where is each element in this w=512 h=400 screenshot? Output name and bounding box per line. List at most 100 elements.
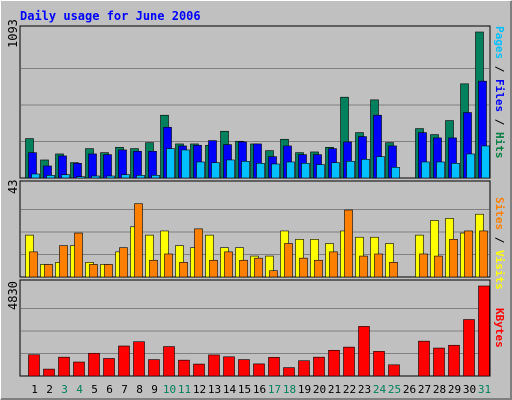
- pages-bar-day-4: [76, 176, 85, 179]
- kbytes-bar-day-25: [388, 364, 400, 377]
- day-label-25: 25: [388, 383, 401, 396]
- kbytes-bar-day-27: [418, 340, 430, 377]
- pages-bar-day-22: [346, 161, 355, 179]
- legend-separator: /: [493, 59, 506, 79]
- day-label-2: 2: [46, 383, 53, 396]
- day-label-12: 12: [193, 383, 206, 396]
- legend-separator: /: [493, 112, 506, 132]
- day-label-4: 4: [76, 383, 83, 396]
- kbytes-bar-day-5: [88, 352, 100, 377]
- sites-bar-day-11: [179, 262, 188, 278]
- sites-bar-day-19: [299, 257, 308, 278]
- day-label-20: 20: [313, 383, 326, 396]
- sites-bar-day-1: [29, 251, 38, 278]
- day-label-15: 15: [238, 383, 251, 396]
- bars-hits-files-pages: [25, 31, 490, 179]
- day-label-29: 29: [448, 383, 461, 396]
- files-bar-day-4: [73, 163, 82, 179]
- sites-bar-day-17: [269, 270, 278, 278]
- day-label-28: 28: [433, 383, 446, 396]
- kbytes-bar-day-11: [178, 359, 190, 377]
- files-bar-day-8: [133, 150, 142, 179]
- day-label-22: 22: [343, 383, 356, 396]
- ymax-label-visits: 43: [6, 180, 20, 194]
- kbytes-bar-day-23: [358, 326, 370, 377]
- day-label-7: 7: [121, 383, 128, 396]
- kbytes-bar-day-31: [478, 285, 490, 377]
- sites-bar-day-29: [449, 239, 458, 278]
- legend-files: Files: [493, 79, 506, 112]
- pages-bar-day-16: [256, 163, 265, 179]
- kbytes-bar-day-16: [253, 363, 265, 377]
- sites-bar-day-15: [239, 259, 248, 278]
- pages-bar-day-11: [181, 149, 190, 179]
- legend-sites: Sites: [493, 197, 506, 230]
- kbytes-bar-day-18: [283, 367, 295, 377]
- pages-bar-day-20: [316, 164, 325, 179]
- legend-sites-visits: Sites / Visits: [493, 197, 506, 290]
- kbytes-bar-day-7: [118, 345, 130, 377]
- sites-bar-day-22: [344, 209, 353, 278]
- sites-bar-day-31: [479, 230, 488, 278]
- pages-bar-day-21: [331, 162, 340, 179]
- pages-bar-day-31: [481, 145, 490, 179]
- pages-bar-day-18: [286, 161, 295, 179]
- sites-bar-day-16: [254, 257, 263, 278]
- day-label-16: 16: [253, 383, 266, 396]
- day-label-6: 6: [106, 383, 113, 396]
- day-label-31: 31: [478, 383, 491, 396]
- day-label-9: 9: [151, 383, 158, 396]
- day-label-3: 3: [61, 383, 68, 396]
- sites-bar-day-2: [44, 264, 53, 278]
- sites-bar-day-18: [284, 243, 293, 278]
- sites-bar-day-30: [464, 230, 473, 278]
- day-label-14: 14: [223, 383, 237, 396]
- day-label-8: 8: [136, 383, 143, 396]
- kbytes-bar-day-1: [28, 354, 40, 377]
- kbytes-bar-day-21: [328, 349, 340, 377]
- grid-visits: [21, 209, 489, 255]
- legend-hits-files-pages: Pages / Files / Hits: [493, 26, 506, 159]
- sites-bar-day-7: [119, 247, 128, 278]
- kbytes-bar-day-22: [343, 346, 355, 377]
- pages-bar-day-14: [226, 159, 235, 179]
- legend-kbytes: KBytes: [493, 308, 506, 348]
- kbytes-bar-day-8: [133, 341, 145, 377]
- kbytes-bar-day-4: [73, 361, 85, 377]
- day-label-18: 18: [283, 383, 296, 396]
- day-label-23: 23: [358, 383, 371, 396]
- sites-bar-day-28: [434, 255, 443, 278]
- kbytes-bar-day-17: [268, 357, 280, 377]
- kbytes-bar-day-14: [223, 356, 235, 377]
- pages-bar-day-2: [46, 175, 55, 179]
- sites-bar-day-6: [104, 264, 113, 278]
- files-bar-day-5: [88, 153, 97, 179]
- legend-hits: Hits: [493, 132, 506, 159]
- pages-bar-day-17: [271, 163, 280, 179]
- ymax-label-kbytes: 4830: [6, 281, 20, 310]
- kbytes-bar-day-12: [193, 363, 205, 377]
- kbytes-bar-day-28: [433, 347, 445, 377]
- sites-bar-day-13: [209, 259, 218, 278]
- kbytes-bar-day-24: [373, 351, 385, 377]
- day-label-21: 21: [328, 383, 341, 396]
- bars-visits-sites: [25, 203, 488, 278]
- pages-bar-day-27: [421, 161, 430, 179]
- bars-kbytes: [28, 285, 490, 377]
- pages-bar-day-13: [211, 162, 220, 179]
- day-label-1: 1: [31, 383, 38, 396]
- legend-kbytes: KBytes: [493, 308, 506, 348]
- day-label-5: 5: [91, 383, 98, 396]
- sites-bar-day-23: [359, 255, 368, 278]
- day-label-26: 26: [403, 383, 416, 396]
- day-label-11: 11: [178, 383, 191, 396]
- pages-bar-day-10: [166, 148, 175, 179]
- sites-bar-day-20: [314, 259, 323, 278]
- pages-bar-day-7: [121, 174, 130, 179]
- kbytes-bar-day-19: [298, 360, 310, 377]
- pages-bar-day-28: [436, 161, 445, 179]
- sites-bar-day-21: [329, 251, 338, 278]
- pages-bar-day-25: [391, 167, 400, 179]
- kbytes-bar-day-3: [58, 356, 70, 377]
